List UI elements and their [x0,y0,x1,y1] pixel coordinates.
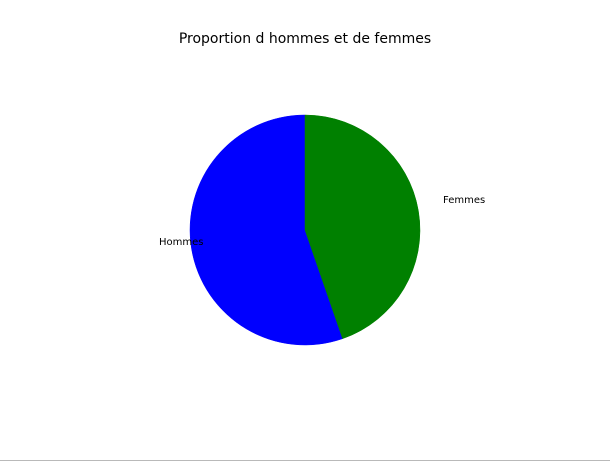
pie-slice-femmes [304,114,421,340]
pie-slices [189,114,421,346]
chart-title: Proportion d hommes et de femmes [179,31,431,47]
pie-slice-hommes [189,114,343,346]
bottom-border [0,460,610,461]
pie-labels: Hommes Femmes [159,195,485,248]
slice-label-femmes: Femmes [443,195,485,206]
slice-label-hommes: Hommes [159,237,203,248]
